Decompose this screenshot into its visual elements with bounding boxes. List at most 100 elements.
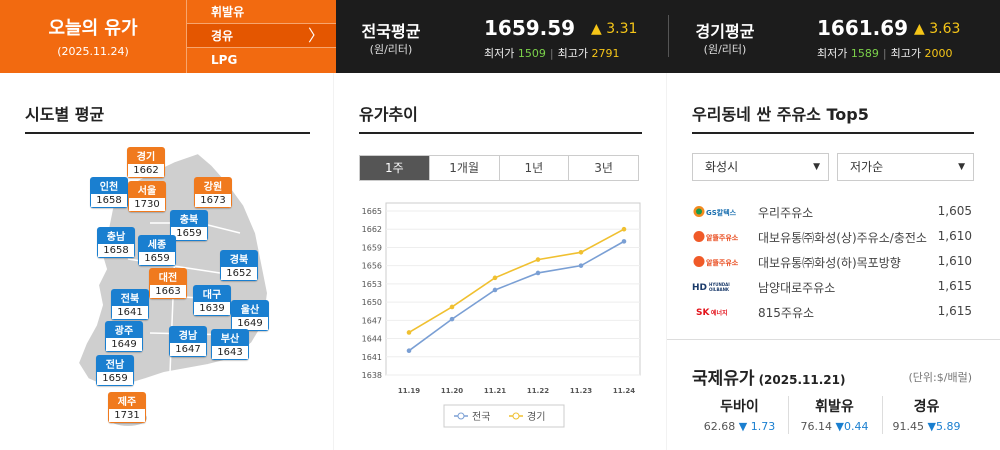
region-marker-jeju[interactable]: 제주 1731 — [108, 392, 146, 423]
station-row[interactable]: 알뜰주유소 대보유통㈜화성(하)목포방향 1,610 — [692, 249, 972, 274]
today-price-box: 오늘의 유가 (2025.11.24) — [0, 0, 186, 73]
city-select[interactable]: 화성시 ▼ — [692, 153, 829, 181]
stations-panel: 우리동네 싼 주유소 Top5 화성시 ▼ 저가순 ▼ GS칼텍스 우리주유소 1,… — [667, 73, 1000, 450]
sort-select[interactable]: 저가순 ▼ — [837, 153, 974, 181]
station-row[interactable]: GS칼텍스 우리주유소 1,605 — [692, 199, 972, 224]
svg-text:GS칼텍스: GS칼텍스 — [706, 208, 737, 217]
region-marker-incheon[interactable]: 인천 1658 — [90, 177, 128, 208]
series-line — [408, 228, 625, 334]
national-max-label: 최고가 — [557, 47, 588, 60]
oil-change: ▼0.44 — [835, 420, 869, 433]
svg-text:HYUNDAI: HYUNDAI — [709, 282, 730, 287]
oil-value-row: 91.45 ▼5.89 — [879, 420, 974, 433]
gyeonggi-change: ▲ 3.63 — [914, 21, 961, 37]
title-underline — [25, 132, 310, 134]
region-marker-chungnam[interactable]: 충남 1658 — [97, 227, 135, 258]
region-marker-gwangju[interactable]: 광주 1649 — [105, 321, 143, 352]
y-tick-label: 1638 — [362, 371, 382, 380]
tab-3-years[interactable]: 3년 — [569, 156, 638, 180]
region-marker-jeonnam[interactable]: 전남 1659 — [96, 355, 134, 386]
region-marker-gangwon[interactable]: 강원 1673 — [194, 177, 232, 208]
legend-box — [443, 404, 565, 428]
station-row[interactable]: SK 에너지 815주유소 1,615 — [692, 299, 972, 324]
y-tick-label: 1644 — [362, 335, 382, 344]
station-row[interactable]: HD HYUNDAI OILBANK 남양대로주유소 1,615 — [692, 274, 972, 299]
y-tick-label: 1659 — [362, 243, 382, 252]
fuel-tab-diesel[interactable]: 경유 〉 — [187, 24, 336, 48]
data-point — [449, 304, 455, 310]
city-select-value: 화성시 — [705, 160, 739, 174]
gyeonggi-max-value: 2000 — [924, 47, 953, 60]
station-name: 815주유소 — [758, 306, 815, 320]
svg-text:에너지: 에너지 — [711, 309, 728, 317]
station-name: 대보유통㈜화성(상)주유소/충전소 — [758, 231, 927, 245]
region-marker-sejong[interactable]: 세종 1659 — [138, 235, 176, 266]
gyeonggi-price: 1661.69 — [817, 16, 909, 40]
oil-value-row: 62.68 ▼ 1.73 — [692, 420, 787, 433]
region-marker-ulsan[interactable]: 울산 1649 — [231, 300, 269, 331]
legend-label: 경기 — [527, 410, 545, 423]
region-marker-busan[interactable]: 부산 1643 — [211, 329, 249, 360]
y-tick-label: 1647 — [362, 316, 382, 325]
station-row[interactable]: 알뜰주유소 대보유통㈜화성(상)주유소/충전소 1,610 — [692, 224, 972, 249]
today-title: 오늘의 유가 — [48, 18, 138, 39]
national-change: ▲ 3.31 — [591, 21, 638, 37]
fuel-tab-lpg[interactable]: LPG — [211, 53, 238, 67]
data-point — [578, 250, 584, 255]
altteul-logo-icon: 알뜰주유소 — [692, 254, 740, 269]
oil-value-row: 76.14 ▼0.44 — [787, 420, 882, 433]
tab-1-week[interactable]: 1주 — [360, 156, 430, 180]
tab-1-month[interactable]: 1개월 — [429, 156, 500, 180]
sort-select-value: 저가순 — [850, 160, 884, 174]
station-name: 남양대로주유소 — [758, 281, 836, 295]
station-price: 1,615 — [937, 279, 972, 293]
sk-energy-logo-icon: SK 에너지 — [692, 304, 740, 319]
fuel-menu: 휘발유 경유 〉 LPG — [186, 0, 336, 73]
station-price: 1,610 — [937, 229, 972, 243]
station-price: 1,615 — [937, 304, 972, 318]
x-tick-label: 11.23 — [570, 387, 592, 395]
station-name: 대보유통㈜화성(하)목포방향 — [758, 256, 901, 270]
period-tabs: 1주 1개월 1년 3년 — [359, 155, 639, 181]
region-marker-jeonbuk[interactable]: 전북 1641 — [111, 289, 149, 320]
stations-title: 우리동네 싼 주유소 Top5 — [692, 105, 869, 124]
data-point — [535, 270, 541, 276]
svg-text:OILBANK: OILBANK — [709, 287, 730, 292]
region-marker-daejeon[interactable]: 대전 1663 — [149, 268, 187, 299]
national-min-value: 1509 — [517, 47, 546, 60]
svg-text:HD: HD — [692, 283, 707, 293]
data-point — [406, 348, 412, 354]
region-title: 시도별 평균 — [25, 105, 105, 124]
data-point — [449, 316, 455, 322]
region-marker-seoul[interactable]: 서울 1730 — [128, 181, 166, 212]
station-price: 1,610 — [937, 254, 972, 268]
intl-oil-unit: (단위:$/배럴) — [908, 371, 972, 384]
national-min-label: 최저가 — [484, 47, 515, 60]
national-average: 전국평균 (원/리터) 1659.59 ▲ 3.31 최저가 1509 | 최고가 … — [346, 0, 666, 73]
y-tick-label: 1656 — [362, 262, 382, 271]
y-tick-label: 1665 — [362, 207, 382, 216]
gyeonggi-min-value: 1589 — [850, 47, 879, 60]
section-divider — [667, 339, 1000, 340]
svg-text:알뜰주유소: 알뜰주유소 — [706, 258, 739, 267]
fuel-tab-gasoline[interactable]: 휘발유 — [187, 0, 336, 24]
svg-text:알뜰주유소: 알뜰주유소 — [706, 233, 739, 242]
national-minmax: 최저가 1509 | 최고가 2791 — [484, 47, 620, 60]
region-marker-daegu[interactable]: 대구 1639 — [193, 285, 231, 316]
region-marker-chungbuk[interactable]: 충북 1659 — [170, 210, 208, 241]
gyeonggi-unit: (원/리터) — [703, 43, 747, 56]
oil-change: ▼5.89 — [927, 420, 961, 433]
oil-value: 76.14 — [800, 420, 833, 433]
oil-value: 91.45 — [892, 420, 925, 433]
x-tick-label: 11.22 — [527, 387, 549, 395]
data-point — [492, 287, 498, 293]
data-point — [492, 275, 498, 281]
oil-name: 휘발유 — [815, 399, 854, 415]
region-marker-gyeongbuk[interactable]: 경북 1652 — [220, 250, 258, 281]
region-marker-gyeongnam[interactable]: 경남 1647 — [169, 326, 207, 357]
oil-divider — [882, 396, 883, 434]
altteul-logo-icon: 알뜰주유소 — [692, 229, 740, 244]
tab-1-year[interactable]: 1년 — [499, 156, 570, 180]
region-marker-gyeonggi[interactable]: 경기 1662 — [127, 147, 165, 178]
title-underline — [359, 132, 642, 134]
